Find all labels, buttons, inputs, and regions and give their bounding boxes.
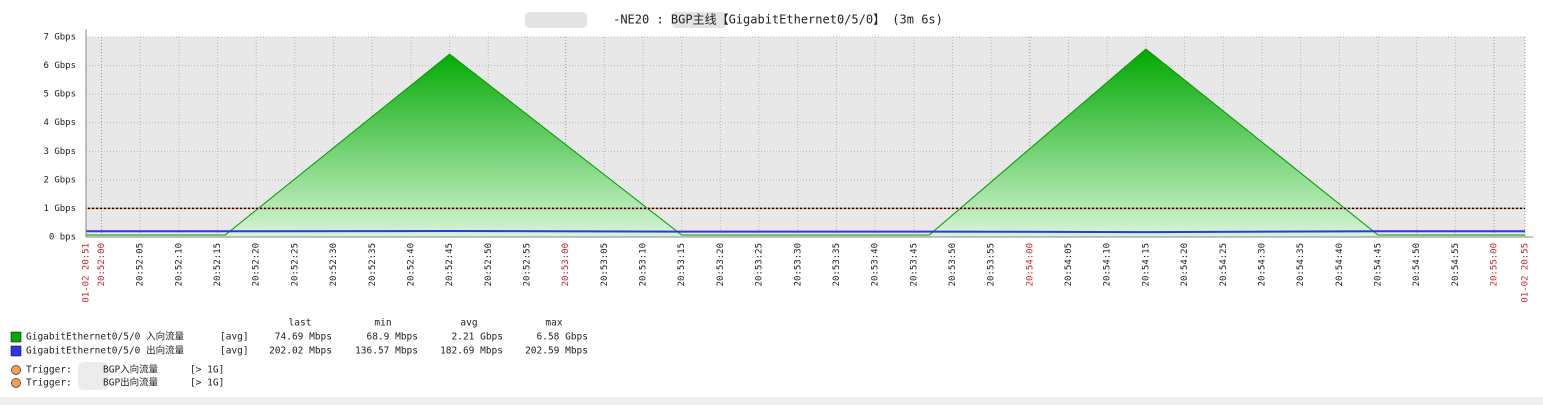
- x-tick-label: 20:52:00: [97, 243, 107, 286]
- x-tick-label: 20:53:15: [677, 243, 687, 286]
- x-tick-label: 20:54:40: [1335, 243, 1345, 286]
- legend-stat: 202.59 Mbps: [525, 346, 588, 357]
- x-tick-label: 20:53:05: [600, 243, 610, 286]
- x-tick-label: 20:52:40: [406, 243, 416, 286]
- x-tick-label: 01-02 20:51: [82, 243, 92, 303]
- x-tick-label: 20:53:30: [793, 243, 803, 286]
- legend-header: max: [545, 318, 562, 329]
- x-tick-label: 20:52:05: [136, 243, 146, 286]
- x-tick-label: 20:55:00: [1490, 243, 1500, 286]
- x-tick-label: 20:52:35: [368, 243, 378, 286]
- legend-stat: 2.21 Gbps: [452, 332, 503, 343]
- x-tick-label: 20:52:10: [174, 243, 184, 286]
- legend-trigger-label: Trigger:: [26, 378, 72, 389]
- legend-stat: 68.9 Mbps: [367, 332, 418, 343]
- series-area: [86, 49, 1525, 237]
- blur: [672, 12, 726, 28]
- x-tick-label: 20:52:50: [484, 243, 494, 286]
- x-tick-label: 20:54:55: [1451, 243, 1461, 286]
- legend-trigger-name: BGP出向流量: [103, 377, 159, 389]
- x-tick-label: 20:54:15: [1141, 243, 1151, 286]
- y-tick-label: 5 Gbps: [43, 90, 76, 100]
- legend-label: GigabitEthernet0/5/0 出向流量: [26, 345, 185, 357]
- x-tick-label: 20:53:50: [948, 243, 958, 286]
- x-tick-label: 20:52:30: [329, 243, 339, 286]
- y-tick-label: 2 Gbps: [43, 175, 76, 185]
- x-tick-label: 20:53:25: [755, 243, 765, 286]
- y-tick-label: 0 bps: [49, 233, 76, 243]
- x-tick-label: 20:54:25: [1219, 243, 1229, 286]
- legend-header: min: [374, 318, 391, 329]
- x-tick-label: 20:54:00: [1025, 243, 1035, 286]
- footer-strip: [0, 397, 1543, 405]
- blur: [78, 362, 108, 390]
- x-tick-label: 20:54:30: [1257, 243, 1267, 286]
- x-tick-label: 20:53:00: [561, 243, 571, 286]
- x-tick-label: 20:53:35: [832, 243, 842, 286]
- x-tick-label: 20:52:55: [522, 243, 532, 286]
- x-tick-label: 20:52:45: [445, 243, 455, 286]
- legend-stat: 182.69 Mbps: [440, 346, 503, 357]
- x-tick-label: 20:52:15: [213, 243, 223, 286]
- x-tick-label: 20:53:40: [871, 243, 881, 286]
- x-tick-label: 20:54:45: [1374, 243, 1384, 286]
- series-line: [86, 48, 1525, 236]
- x-tick-label: 20:53:20: [716, 243, 726, 286]
- y-tick-label: 7 Gbps: [43, 33, 76, 43]
- legend-trigger-name: BGP入向流量: [103, 364, 159, 376]
- legend-trigger-condition: [> 1G]: [190, 378, 224, 389]
- y-tick-label: 4 Gbps: [43, 118, 76, 128]
- x-tick-label: 20:54:05: [1064, 243, 1074, 286]
- legend-trigger-icon: [11, 378, 21, 388]
- legend-stat: 202.02 Mbps: [269, 346, 332, 357]
- legend-trigger-icon: [11, 365, 21, 375]
- x-tick-label: 20:52:25: [290, 243, 300, 286]
- y-tick-label: 3 Gbps: [43, 147, 76, 157]
- x-tick-label: 20:52:20: [252, 243, 262, 286]
- legend-label: GigabitEthernet0/5/0 入向流量: [26, 331, 185, 343]
- blur: [525, 12, 587, 28]
- legend-trigger-condition: [> 1G]: [190, 365, 224, 376]
- legend-trigger-label: Trigger:: [26, 365, 72, 376]
- x-tick-label: 20:54:50: [1412, 243, 1422, 286]
- x-tick-label: 20:53:55: [987, 243, 997, 286]
- x-tick-label: 01-02 20:55: [1521, 243, 1531, 303]
- x-tick-label: 20:54:35: [1296, 243, 1306, 286]
- legend-stat: 74.69 Mbps: [275, 332, 332, 343]
- x-tick-label: 20:53:45: [909, 243, 919, 286]
- legend-func: [avg]: [220, 346, 249, 357]
- legend-stat: 6.58 Gbps: [537, 332, 588, 343]
- legend-stat: 136.57 Mbps: [355, 346, 418, 357]
- x-tick-label: 20:54:20: [1180, 243, 1190, 286]
- x-tick-label: 20:53:10: [639, 243, 649, 286]
- series-line: [86, 229, 1525, 234]
- legend-header: last: [289, 318, 312, 329]
- x-tick-label: 20:54:10: [1103, 243, 1113, 286]
- legend-swatch: [10, 331, 22, 343]
- legend-header: avg: [460, 318, 477, 329]
- legend-func: [avg]: [220, 332, 249, 343]
- chart-title: -NE20 : BGP主线【GigabitEthernet0/5/0】 (3m …: [613, 13, 943, 27]
- y-tick-label: 1 Gbps: [43, 204, 76, 214]
- y-tick-label: 6 Gbps: [43, 61, 76, 71]
- legend-swatch: [10, 345, 22, 357]
